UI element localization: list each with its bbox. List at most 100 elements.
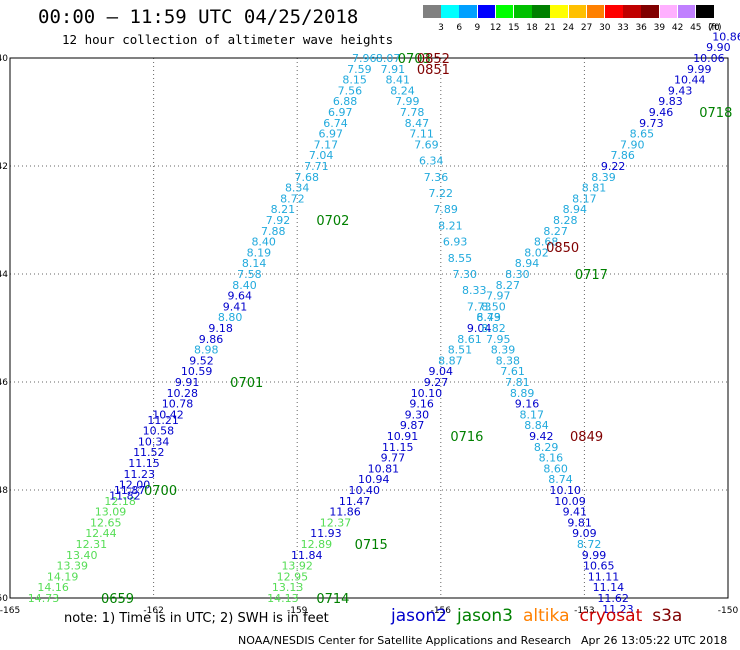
swh-value: 10.10 [411,387,443,400]
swh-value: 11.82 [109,489,141,502]
swh-value: 8.74 [548,473,573,486]
legend-swatch [514,5,532,18]
swh-value: 8.47 [405,117,430,130]
chart-title: 00:00 – 11:59 UTC 04/25/2018 [38,6,359,28]
swh-value: 7.81 [505,376,530,389]
satellite-name: jason2 [391,606,447,626]
swh-value: 11.84 [291,549,323,562]
legend-value: 45 [690,23,702,33]
swh-value: 7.78 [400,106,425,119]
legend-swatch [477,5,496,18]
swh-value: 7.89 [433,203,458,216]
swh-value: 8.84 [524,419,549,432]
satellite-name: s3a [652,606,683,626]
swh-value: 10.59 [181,365,213,378]
y-tick-label: -46 [0,378,8,388]
swh-value: 8.17 [519,408,544,421]
legend-value: 6 [456,23,463,33]
time-label: 0718 [699,106,732,121]
footer-timestamp: Apr 26 13:05:22 UTC 2018 [581,634,728,647]
legend-swatch [623,5,641,18]
swh-value: 7.69 [414,138,439,151]
swh-value: 8.14 [242,257,267,270]
swh-value: 11.47 [339,495,371,508]
swh-value: 8.41 [385,74,410,87]
swh-value: 11.14 [593,581,625,594]
swh-value: 10.28 [167,387,199,400]
swh-value: 7.95 [486,333,511,346]
swh-value: 7.22 [429,187,454,200]
swh-value: 12.37 [320,516,352,529]
swh-value: 7.59 [347,63,372,76]
swh-value: 8.28 [553,214,578,227]
swh-value: 7.56 [338,84,363,97]
swh-value: 9.18 [208,322,233,335]
swh-value: 8.50 [481,300,506,313]
swh-value: 10.94 [358,473,390,486]
time-label: 0851 [417,63,450,78]
swh-value: 13.13 [272,581,304,594]
swh-value: 9.81 [567,516,592,529]
swh-value: 8.87 [438,354,463,367]
legend-swatch [677,5,696,18]
swh-value: 11.93 [310,527,342,540]
legend-value: 70 [708,23,720,33]
x-tick-label: -162 [143,606,163,616]
swh-value: 6.88 [333,95,358,108]
swh-value: 8.07 [376,52,401,65]
swh-value: 10.42 [152,408,184,421]
swh-value: 10.09 [554,495,586,508]
legend-value: 33 [617,23,629,33]
swh-value: 7.73 [467,300,492,313]
legend-swatch [550,5,569,18]
legend-swatch [532,5,550,18]
swh-value: 7.36 [424,171,449,184]
swh-value: 11.86 [329,506,361,519]
swh-value: 7.71 [304,160,329,173]
x-tick-label: -150 [718,606,739,616]
time-label: 0701 [230,376,263,391]
swh-value: 8.80 [218,311,243,324]
swh-value: 8.72 [280,192,305,205]
legend-value: 3 [438,23,444,33]
x-tick-label: -156 [431,606,452,616]
legend-swatch [605,5,623,18]
swh-value: 7.88 [261,225,286,238]
time-label: 0702 [316,214,349,229]
swh-value: 10.06 [693,52,725,65]
swh-value: 10.91 [387,430,419,443]
swh-value: 8.34 [285,182,310,195]
swh-value: 11.23 [123,468,155,481]
swh-value: 6.74 [323,117,348,130]
time-label: 0852 [417,52,450,67]
swh-value: 6.93 [443,236,468,249]
swh-value: 8.82 [481,322,506,335]
legend-value: 36 [635,23,647,33]
legend-value: 9 [474,23,481,33]
legend-value: 39 [653,23,666,33]
swh-value: 8.16 [539,452,564,465]
swh-value: 10.65 [583,560,615,573]
y-tick-label: -48 [0,486,8,496]
swh-value: 10.40 [348,484,380,497]
swh-value: 9.87 [400,419,425,432]
legend-swatch [459,5,478,18]
swh-value: 14.16 [37,581,69,594]
swh-value: 8.27 [543,225,568,238]
swh-value: 9.46 [649,106,674,119]
swh-value: 8.43 [476,311,501,324]
swh-value: 13.40 [66,549,98,562]
swh-value: 9.43 [668,84,693,97]
swh-value: 12.18 [104,495,136,508]
swh-value: 9.27 [424,376,449,389]
swh-value: 8.29 [534,441,559,454]
time-label: 0716 [450,430,483,445]
swh-value: 12.95 [277,570,309,583]
swh-value: 10.34 [138,435,170,448]
swh-value: 9.77 [381,452,406,465]
legend-swatch [568,5,587,18]
satellite-legend: jason2 jason3 altika cryosat s3a [391,606,692,626]
swh-value: 7.90 [620,138,645,151]
swh-value: 8.72 [577,538,602,551]
